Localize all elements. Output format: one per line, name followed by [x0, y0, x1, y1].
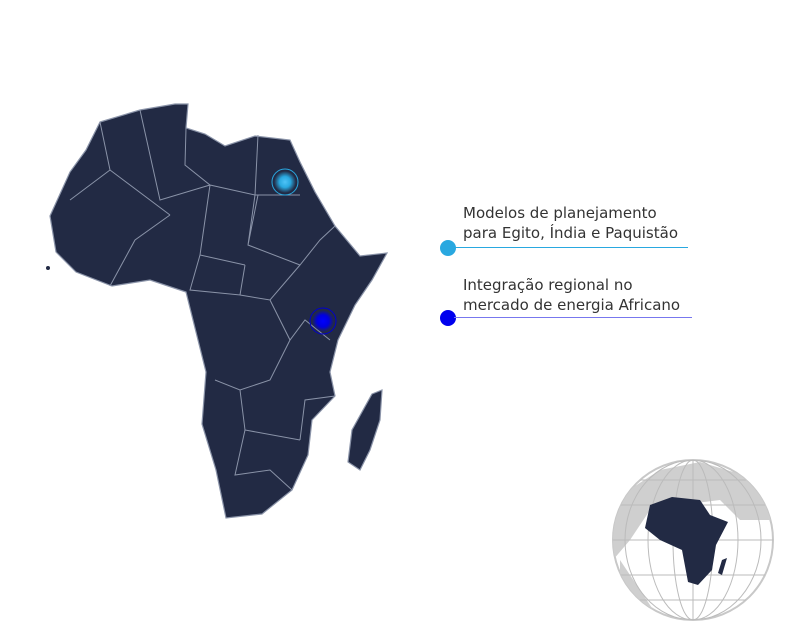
legend-dot-icon: [440, 310, 456, 326]
madagascar: [347, 389, 383, 471]
legend-item-kenya: Integração regional no mercado de energi…: [440, 275, 700, 326]
legend-label: Integração regional no mercado de energi…: [463, 275, 680, 315]
legend-line2: mercado de energia Africano: [463, 296, 681, 314]
legend-underline: [454, 247, 688, 248]
marker-egypt[interactable]: [271, 168, 299, 196]
legend-label: Modelos de planejamento para Egito, Índi…: [463, 203, 678, 243]
legend-dot-icon: [440, 240, 456, 256]
globe-icon: [612, 459, 774, 621]
legend-item-egypt: Modelos de planejamento para Egito, Índi…: [440, 203, 700, 256]
legend-line1: Modelos de planejamento: [463, 204, 657, 222]
island: [46, 266, 50, 270]
marker-kenya[interactable]: [309, 307, 337, 335]
legend-line2: para Egito, Índia e Paquistão: [463, 224, 679, 242]
legend-underline: [454, 317, 692, 318]
africa-continent: [49, 103, 389, 519]
legend-line1: Integração regional no: [463, 276, 633, 294]
country-borders: [69, 109, 336, 491]
